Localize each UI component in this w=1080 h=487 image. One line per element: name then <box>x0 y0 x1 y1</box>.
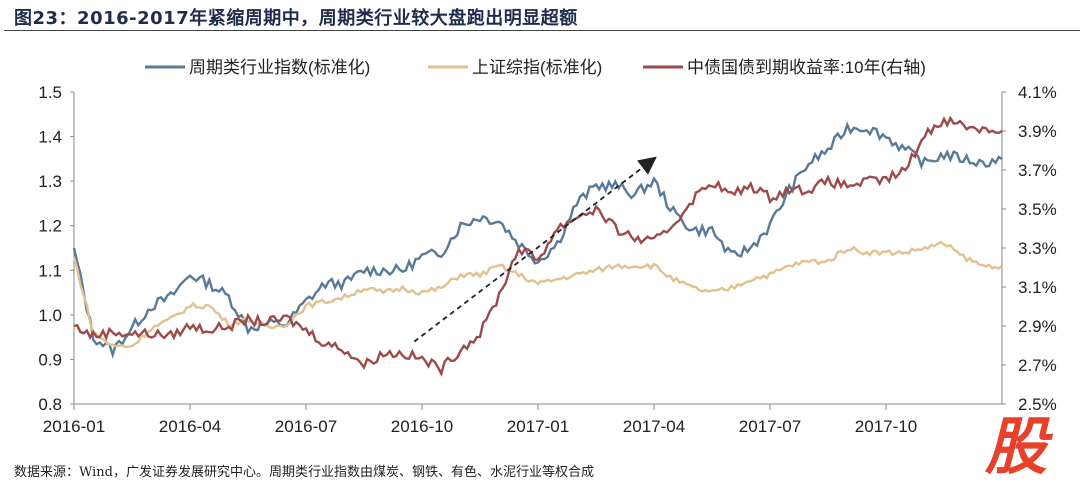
y-tick-label: 0.9 <box>38 350 62 369</box>
title-divider <box>4 30 1080 31</box>
source-note: 数据来源：Wind，广发证券发展研究中心。周期类行业指数由煤炭、钢铁、有色、水泥… <box>14 465 594 480</box>
x-tick-label: 2017-07 <box>739 417 801 436</box>
x-tick-label: 2017-04 <box>623 417 685 436</box>
trend-arrow <box>413 156 657 343</box>
x-tick-label: 2016-10 <box>391 417 453 436</box>
x-tick-label: 2016-01 <box>43 417 105 436</box>
y-tick-label: 1.2 <box>38 217 62 236</box>
y2-tick-label: 3.1% <box>1018 278 1057 297</box>
line-chart: 0.8 0.9 1.0 1.1 1.2 1.3 1.4 1.5 2.5% 2.7% 2.9% 3.1%… <box>38 58 1057 436</box>
y-tick-label: 1.1 <box>38 261 62 280</box>
y2-tick-label: 2.9% <box>1018 317 1057 336</box>
x-tick-label: 2016-04 <box>159 417 221 436</box>
legend-label: 中债国债到期收益率:10年(右轴) <box>687 58 926 77</box>
y-tick-label: 1.4 <box>38 128 62 147</box>
series-line-0 <box>72 121 1003 359</box>
y2-tick-label: 2.7% <box>1018 356 1057 375</box>
legend-label: 上证综指(标准化) <box>472 58 602 77</box>
y2-tick-label: 2.5% <box>1018 395 1057 414</box>
y-tick-label: 1.5 <box>38 83 62 102</box>
y-tick-label: 0.8 <box>38 395 62 414</box>
x-tick-label: 2017-01 <box>507 417 569 436</box>
legend-label: 周期类行业指数(标准化) <box>189 58 370 77</box>
x-tick-label: 2016-07 <box>275 417 337 436</box>
y2-tick-label: 3.5% <box>1018 200 1057 219</box>
y2-tick-label: 4.1% <box>1018 83 1057 102</box>
series-line-2 <box>73 115 1003 377</box>
y2-tick-label: 3.7% <box>1018 161 1057 180</box>
y-tick-label: 1.0 <box>38 306 62 325</box>
y2-tick-label: 3.9% <box>1018 122 1057 141</box>
watermark-logo: 股 <box>985 410 1048 483</box>
y2-tick-label: 3.3% <box>1018 239 1057 258</box>
figure-title: 图23：2016-2017年紧缩周期中，周期类行业较大盘跑出明显超额 <box>14 8 578 29</box>
y-tick-label: 1.3 <box>38 172 62 191</box>
x-tick-label: 2017-10 <box>855 417 917 436</box>
